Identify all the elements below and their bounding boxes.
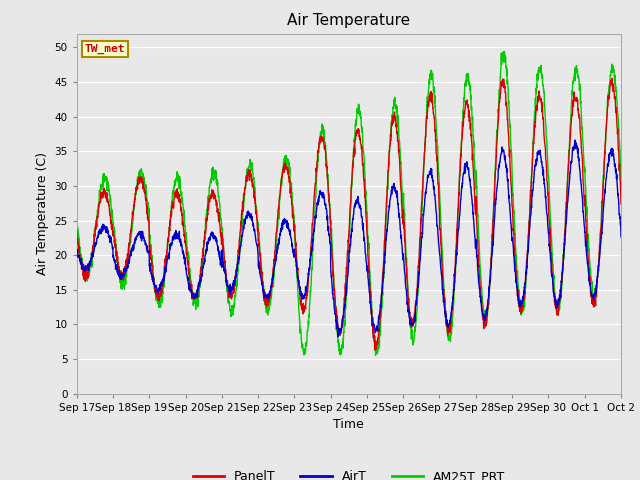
Line: AirT: AirT [77, 140, 640, 394]
Y-axis label: Air Temperature (C): Air Temperature (C) [36, 152, 49, 275]
AM25T_PRT [402, 247, 410, 252]
Text: TW_met: TW_met [85, 44, 125, 54]
PanelT [402, 258, 410, 264]
AM25T_PRT [73, 221, 81, 227]
AirT [73, 249, 81, 254]
AirT [402, 286, 410, 291]
AM25T_PRT [542, 122, 550, 128]
AM25T_PRT [575, 75, 582, 81]
AirT [571, 137, 579, 143]
PanelT [575, 111, 582, 117]
AM25T_PRT [256, 251, 264, 256]
AM25T_PRT [131, 199, 139, 205]
PanelT [609, 75, 616, 81]
X-axis label: Time: Time [333, 418, 364, 431]
PanelT [542, 156, 550, 162]
PanelT [131, 197, 139, 203]
AM25T_PRT [500, 48, 508, 54]
PanelT [256, 250, 264, 255]
Legend: PanelT, AirT, AM25T_PRT: PanelT, AirT, AM25T_PRT [188, 465, 510, 480]
AirT [256, 271, 264, 277]
Line: PanelT: PanelT [77, 78, 640, 388]
AirT [542, 193, 550, 199]
PanelT [73, 227, 81, 233]
AirT [575, 157, 582, 163]
Title: Air Temperature: Air Temperature [287, 13, 410, 28]
Line: AM25T_PRT: AM25T_PRT [77, 51, 640, 392]
AirT [131, 240, 139, 246]
